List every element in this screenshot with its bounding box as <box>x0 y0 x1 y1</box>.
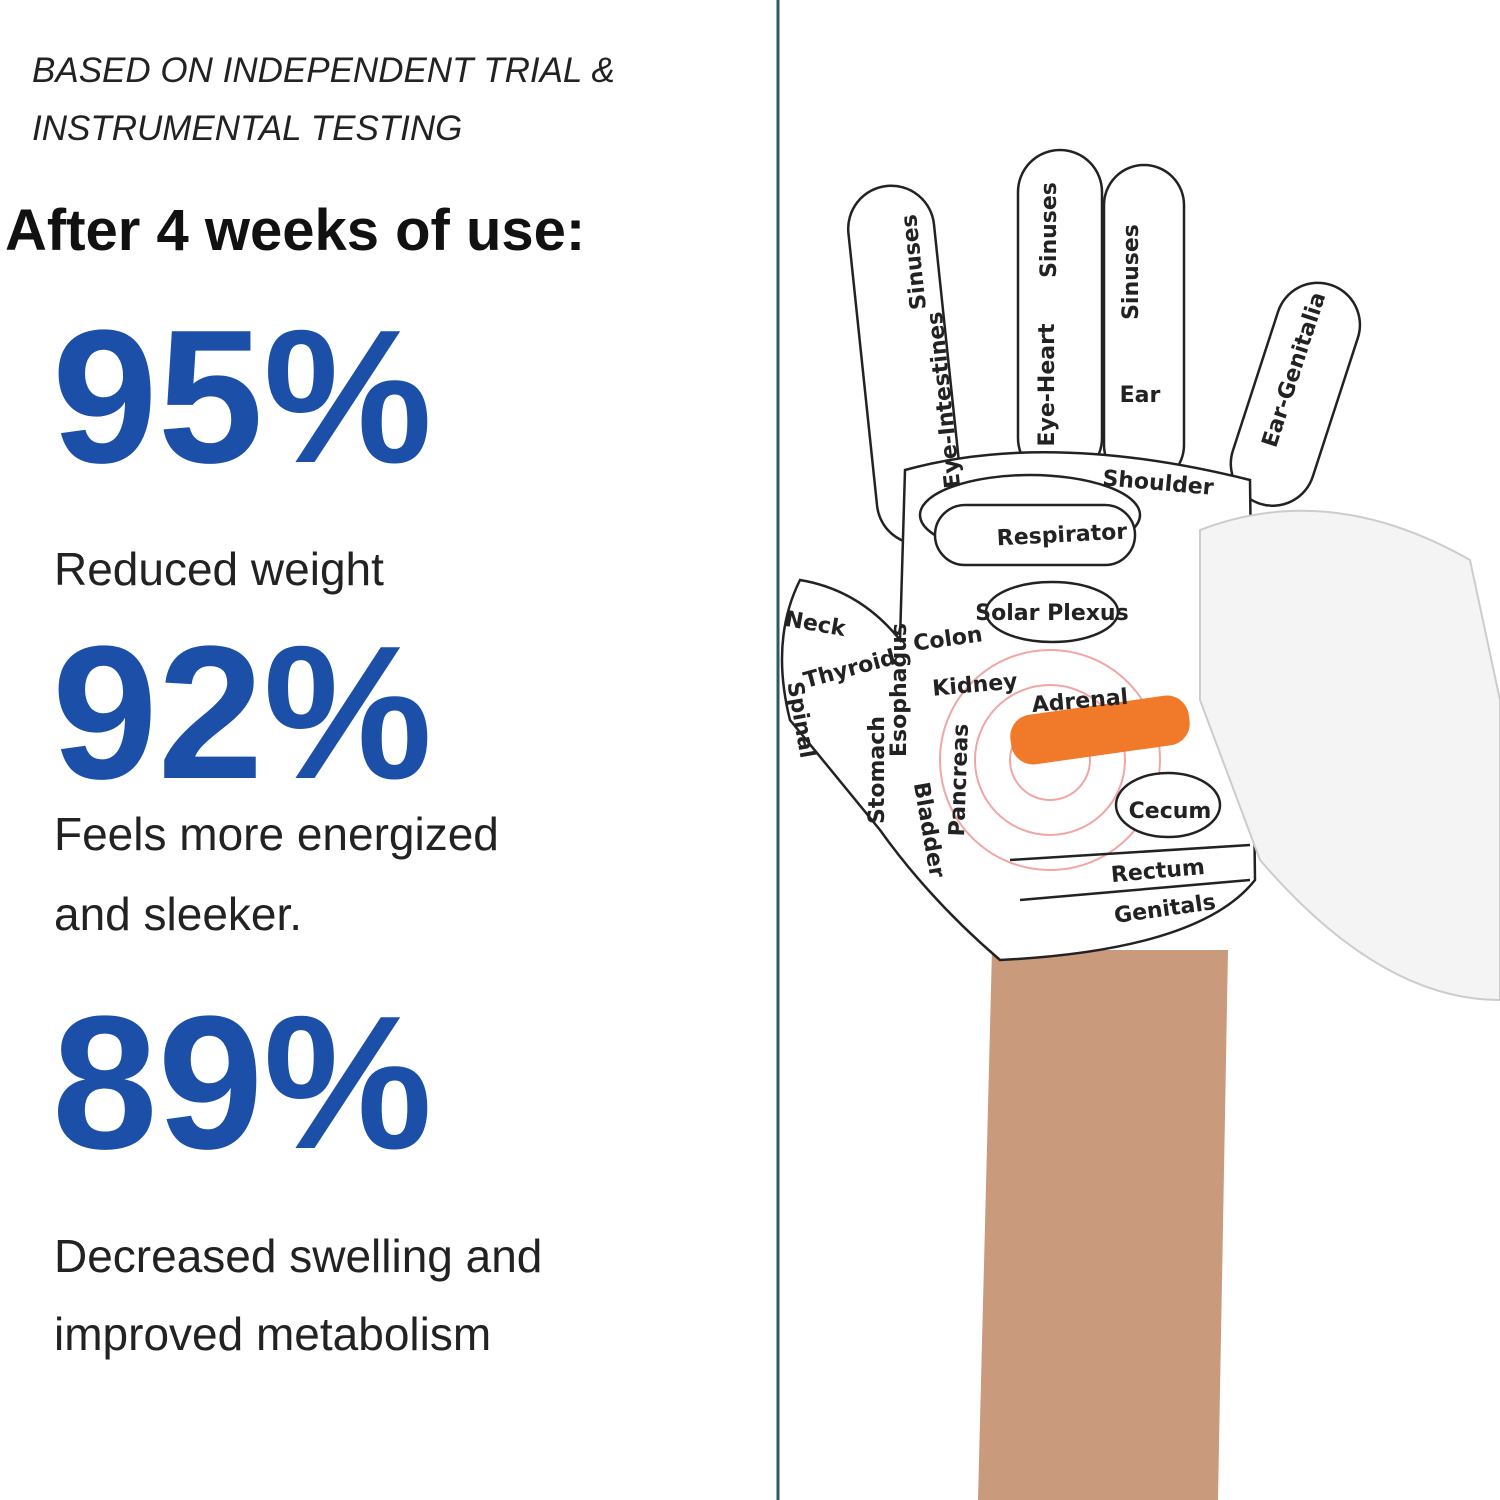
stat-value: 92% <box>52 607 432 819</box>
helper-hand <box>1199 509 1500 1002</box>
finger <box>1102 163 1186 487</box>
glove-label: Cecum <box>1129 799 1212 824</box>
stat-description: improved metabolism <box>54 1308 491 1360</box>
glove-label: Sinuses <box>1037 182 1062 278</box>
glove-label: Sinuses <box>1119 224 1144 320</box>
heading: After 4 weeks of use: <box>5 198 585 263</box>
zone <box>933 503 1137 567</box>
note-line: INSTRUMENTAL TESTING <box>32 109 462 148</box>
glove-label: Solar Plexus <box>975 601 1128 626</box>
finger <box>1229 281 1362 507</box>
glove-label: Stomach <box>865 716 890 824</box>
zone <box>1114 771 1222 839</box>
stat-description: Decreased swelling and <box>54 1230 542 1282</box>
glove-label: Pancreas <box>945 723 974 837</box>
note-line: BASED ON INDEPENDENT TRIAL & <box>32 51 615 90</box>
stat-value: 89% <box>52 977 432 1189</box>
hand-illustration <box>780 148 1500 1500</box>
arm <box>978 950 1228 1500</box>
stat-description: Feels more energized <box>54 808 499 860</box>
stat-description: Reduced weight <box>54 543 384 595</box>
stat-description: and sleeker. <box>54 888 302 940</box>
palm <box>780 451 1257 962</box>
glove-label: Esophagus <box>887 623 912 757</box>
zone <box>984 580 1120 644</box>
glove-label: Eye-Heart <box>1035 323 1060 446</box>
stat-value: 95% <box>52 291 432 503</box>
glove-label: Ear <box>1120 383 1161 408</box>
massage-stick <box>1010 695 1190 765</box>
